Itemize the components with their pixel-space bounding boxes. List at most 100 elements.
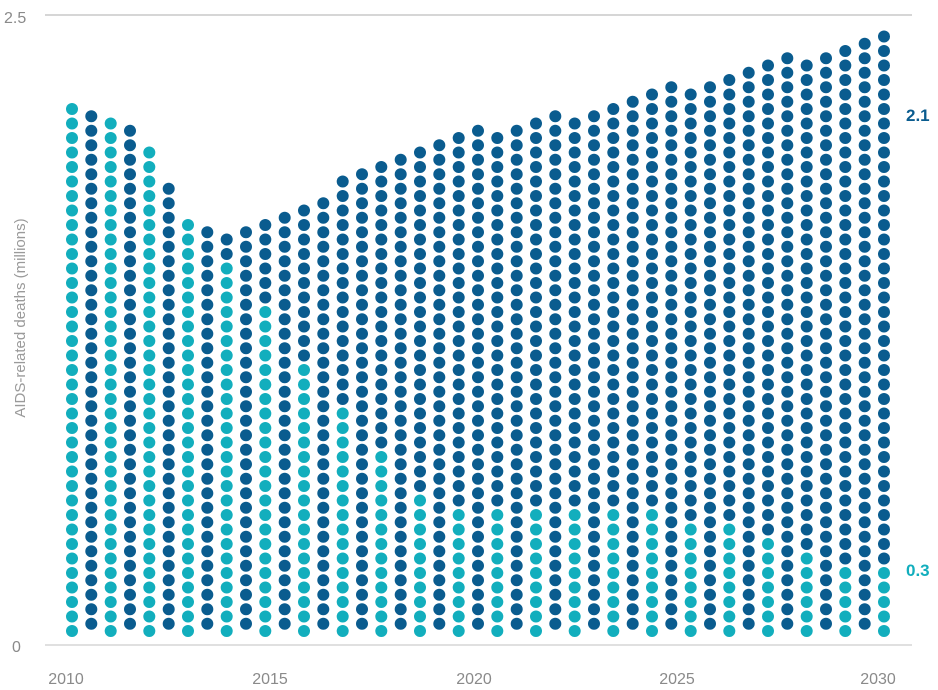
deaths-dot: [665, 574, 678, 587]
deaths-dot: [665, 487, 678, 500]
deaths-dot: [568, 277, 581, 289]
deaths-dot: [240, 516, 252, 529]
deaths-dot: [762, 480, 774, 492]
deaths-dot: [588, 356, 600, 369]
deaths-dot: [588, 255, 600, 268]
deaths-dot: [858, 574, 871, 587]
deaths-dot: [85, 617, 98, 630]
deaths-dot: [762, 161, 774, 173]
deaths-dot: [781, 516, 794, 529]
deaths-dot: [665, 255, 678, 268]
deaths-dot: [626, 574, 639, 587]
deaths-dot: [878, 349, 890, 362]
target-dot: [143, 552, 156, 565]
target-dot: [375, 625, 388, 637]
deaths-dot: [433, 182, 446, 195]
deaths-dot: [85, 385, 98, 398]
deaths-dot: [858, 472, 871, 485]
deaths-dot: [723, 349, 736, 362]
deaths-dot: [839, 451, 852, 463]
deaths-dot: [491, 146, 504, 159]
deaths-dot: [85, 298, 98, 311]
deaths-dot: [607, 175, 620, 188]
deaths-dot: [356, 545, 368, 558]
deaths-dot: [878, 422, 890, 434]
deaths-dot: [240, 617, 252, 630]
deaths-dot: [472, 327, 484, 340]
target-dot: [143, 175, 156, 188]
deaths-dot: [220, 248, 233, 260]
deaths-dot: [510, 385, 523, 398]
deaths-dot: [336, 393, 349, 405]
deaths-dot: [704, 211, 716, 224]
target-dot: [66, 610, 78, 623]
deaths-dot: [878, 161, 890, 173]
deaths-dot: [858, 298, 871, 311]
deaths-dot: [356, 211, 368, 224]
target-dot: [568, 596, 581, 608]
deaths-dot: [394, 472, 407, 485]
target-dot: [182, 523, 194, 536]
deaths-dot: [588, 240, 600, 253]
deaths-dot: [723, 436, 736, 449]
deaths-dot: [124, 429, 136, 442]
deaths-dot: [800, 364, 813, 376]
deaths-dot: [201, 487, 214, 500]
deaths-dot: [684, 204, 697, 217]
target-dot: [414, 538, 426, 550]
deaths-dot: [414, 335, 426, 347]
deaths-dot: [414, 190, 426, 202]
deaths-dot: [820, 240, 832, 253]
deaths-dot: [781, 342, 794, 355]
deaths-dot: [452, 393, 465, 405]
deaths-dot: [491, 480, 504, 492]
deaths-dot: [800, 306, 813, 318]
deaths-dot: [800, 277, 813, 289]
target-dot: [568, 509, 581, 521]
target-dot: [182, 277, 194, 289]
deaths-dot: [820, 400, 832, 413]
target-dot: [684, 625, 697, 637]
deaths-dot: [665, 298, 678, 311]
target-dot: [530, 538, 542, 550]
deaths-dot: [704, 574, 716, 587]
deaths-dot: [568, 393, 581, 405]
deaths-dot: [607, 219, 620, 231]
deaths-dot: [820, 545, 832, 558]
deaths-dot: [124, 458, 136, 471]
deaths-dot: [588, 211, 600, 224]
deaths-dot: [723, 364, 736, 376]
target-dot: [336, 581, 349, 594]
target-dot: [143, 625, 156, 637]
deaths-dot: [414, 349, 426, 362]
deaths-dot: [665, 443, 678, 456]
deaths-dot: [491, 175, 504, 188]
deaths-dot: [124, 284, 136, 297]
deaths-dot: [124, 313, 136, 326]
deaths-dot: [858, 588, 871, 601]
deaths-dot: [336, 335, 349, 347]
target-dot: [452, 509, 465, 521]
deaths-dot: [510, 603, 523, 616]
deaths-dot: [820, 487, 832, 500]
deaths-dot: [839, 538, 852, 550]
deaths-dot: [336, 306, 349, 318]
target-dot: [800, 552, 813, 565]
deaths-dot: [124, 168, 136, 181]
deaths-dot: [878, 175, 890, 188]
deaths-dot: [568, 494, 581, 507]
deaths-dot: [530, 161, 542, 173]
deaths-dot: [588, 429, 600, 442]
target-dot: [104, 233, 117, 246]
deaths-dot: [298, 349, 310, 362]
target-dot: [878, 610, 890, 623]
deaths-dot: [742, 603, 755, 616]
deaths-dot: [356, 298, 368, 311]
deaths-dot: [433, 284, 446, 297]
deaths-dot: [588, 574, 600, 587]
deaths-dot: [240, 458, 252, 471]
deaths-dot: [530, 407, 542, 420]
deaths-dot: [762, 349, 774, 362]
deaths-dot: [472, 414, 484, 427]
deaths-dot: [742, 443, 755, 456]
